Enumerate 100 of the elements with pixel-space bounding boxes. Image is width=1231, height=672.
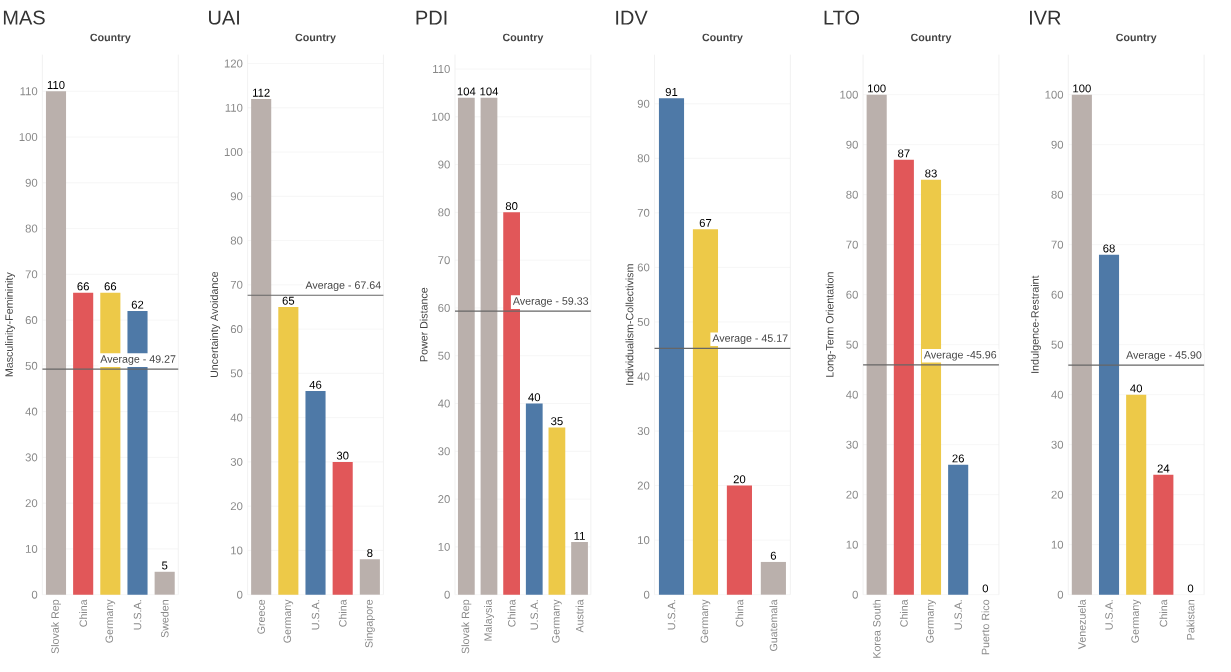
x-tick-label: Korea South bbox=[872, 600, 881, 658]
x-tick-label: U.S.A. bbox=[530, 600, 539, 630]
chart-title: MAS bbox=[3, 10, 45, 25]
y-tick-label: 70 bbox=[846, 240, 858, 249]
ref-line-label: Average -45.96 bbox=[923, 350, 997, 361]
data-label: 83 bbox=[925, 169, 937, 178]
data-label: 104 bbox=[480, 87, 499, 96]
data-label: 80 bbox=[505, 202, 518, 211]
bar bbox=[278, 306, 299, 595]
y-tick-label: 10 bbox=[231, 546, 243, 555]
y-tick-label: 20 bbox=[1051, 490, 1064, 499]
data-label: 0 bbox=[982, 584, 989, 593]
data-label: 67 bbox=[699, 218, 712, 227]
y-tick-label: 20 bbox=[846, 490, 858, 499]
y-tick-label: 30 bbox=[846, 440, 858, 449]
bar bbox=[154, 571, 175, 595]
y-axis-title: Long-Term Orientation bbox=[825, 272, 836, 377]
x-tick-label: U.S.A. bbox=[667, 600, 676, 630]
x-tick-label: China bbox=[899, 599, 908, 627]
data-label: 24 bbox=[1157, 464, 1170, 473]
data-label: 66 bbox=[77, 282, 89, 291]
data-label: 65 bbox=[282, 296, 295, 305]
bar bbox=[359, 559, 380, 595]
bar bbox=[457, 97, 475, 595]
data-label: 110 bbox=[47, 80, 65, 89]
y-tick-label: 30 bbox=[637, 427, 650, 436]
bar bbox=[726, 485, 752, 595]
y-tick-label: 40 bbox=[1051, 390, 1064, 399]
bar bbox=[893, 159, 914, 595]
bar bbox=[305, 391, 326, 595]
y-tick-label: 110 bbox=[225, 103, 243, 112]
chart-title: PDI bbox=[416, 10, 447, 25]
y-tick-label: 0 bbox=[1057, 590, 1064, 599]
y-tick-label: 30 bbox=[25, 453, 38, 462]
data-label: 91 bbox=[665, 88, 678, 97]
x-axis-title: Country bbox=[295, 33, 336, 44]
y-tick-label: 10 bbox=[438, 542, 450, 551]
data-label: 40 bbox=[1130, 384, 1143, 393]
bar bbox=[1153, 474, 1174, 595]
y-tick-label: 60 bbox=[1051, 290, 1064, 299]
x-tick-label: Germany bbox=[700, 599, 711, 643]
data-label: 62 bbox=[131, 300, 144, 309]
bar bbox=[480, 97, 498, 595]
y-tick-label: 60 bbox=[230, 325, 243, 334]
x-axis-title: Country bbox=[911, 33, 952, 44]
bar bbox=[251, 98, 272, 595]
y-tick-label: 0 bbox=[852, 590, 858, 599]
data-label: 46 bbox=[309, 380, 322, 389]
y-tick-label: 40 bbox=[437, 399, 450, 408]
y-tick-label: 90 bbox=[637, 99, 650, 108]
y-tick-label: 100 bbox=[224, 148, 243, 157]
data-label: 5 bbox=[161, 561, 168, 570]
data-label: 30 bbox=[336, 451, 349, 460]
data-label: 100 bbox=[868, 84, 886, 93]
data-label: 68 bbox=[1103, 244, 1115, 253]
y-tick-label: 70 bbox=[230, 280, 243, 289]
x-tick-label: Greece bbox=[257, 599, 265, 634]
bar bbox=[658, 98, 685, 595]
data-label: 6 bbox=[770, 551, 777, 560]
y-tick-label: 40 bbox=[846, 390, 858, 399]
x-tick-label: Sweden bbox=[160, 600, 169, 638]
y-tick-label: 70 bbox=[637, 208, 650, 217]
x-axis-title: Country bbox=[1116, 33, 1157, 44]
y-tick-label: 100 bbox=[1045, 90, 1064, 99]
data-label: 0 bbox=[1187, 584, 1194, 593]
y-tick-label: 10 bbox=[1051, 540, 1064, 549]
bar bbox=[332, 461, 353, 595]
y-tick-label: 20 bbox=[230, 502, 243, 511]
x-tick-label: Germany bbox=[105, 599, 116, 643]
data-label: 100 bbox=[1073, 84, 1091, 93]
y-tick-label: 50 bbox=[438, 351, 450, 360]
x-tick-label: U.S.A. bbox=[311, 600, 320, 630]
y-tick-label: 110 bbox=[433, 65, 450, 74]
y-tick-label: 110 bbox=[20, 87, 38, 96]
bar bbox=[866, 94, 887, 595]
bar bbox=[1098, 254, 1120, 595]
y-tick-label: 0 bbox=[237, 590, 243, 599]
y-tick-label: 80 bbox=[438, 208, 450, 217]
y-tick-label: 50 bbox=[25, 361, 38, 370]
data-label: 8 bbox=[367, 548, 373, 557]
y-tick-label: 80 bbox=[846, 190, 858, 199]
x-tick-label: Pakistan bbox=[1186, 600, 1195, 640]
y-axis-title: Indulgence-Restraint bbox=[1030, 275, 1041, 373]
y-tick-label: 90 bbox=[438, 160, 450, 169]
data-label: 66 bbox=[104, 282, 117, 291]
x-tick-label: Singapore bbox=[364, 599, 375, 648]
y-tick-label: 60 bbox=[846, 290, 858, 299]
y-tick-label: 100 bbox=[840, 90, 858, 99]
y-tick-label: 40 bbox=[637, 372, 650, 381]
ref-line-label: Average - 45.17 bbox=[712, 334, 788, 345]
y-tick-label: 10 bbox=[25, 544, 38, 553]
bar bbox=[1071, 94, 1092, 595]
y-tick-label: 90 bbox=[230, 192, 243, 201]
data-label: 26 bbox=[952, 454, 964, 463]
chart-title: UAI bbox=[209, 10, 239, 25]
x-tick-label: Venezuela bbox=[1077, 599, 1086, 650]
x-tick-label: Germany bbox=[552, 599, 562, 643]
y-tick-label: 100 bbox=[432, 112, 450, 121]
y-tick-label: 50 bbox=[846, 340, 858, 349]
x-tick-label: Germany bbox=[1131, 599, 1142, 643]
